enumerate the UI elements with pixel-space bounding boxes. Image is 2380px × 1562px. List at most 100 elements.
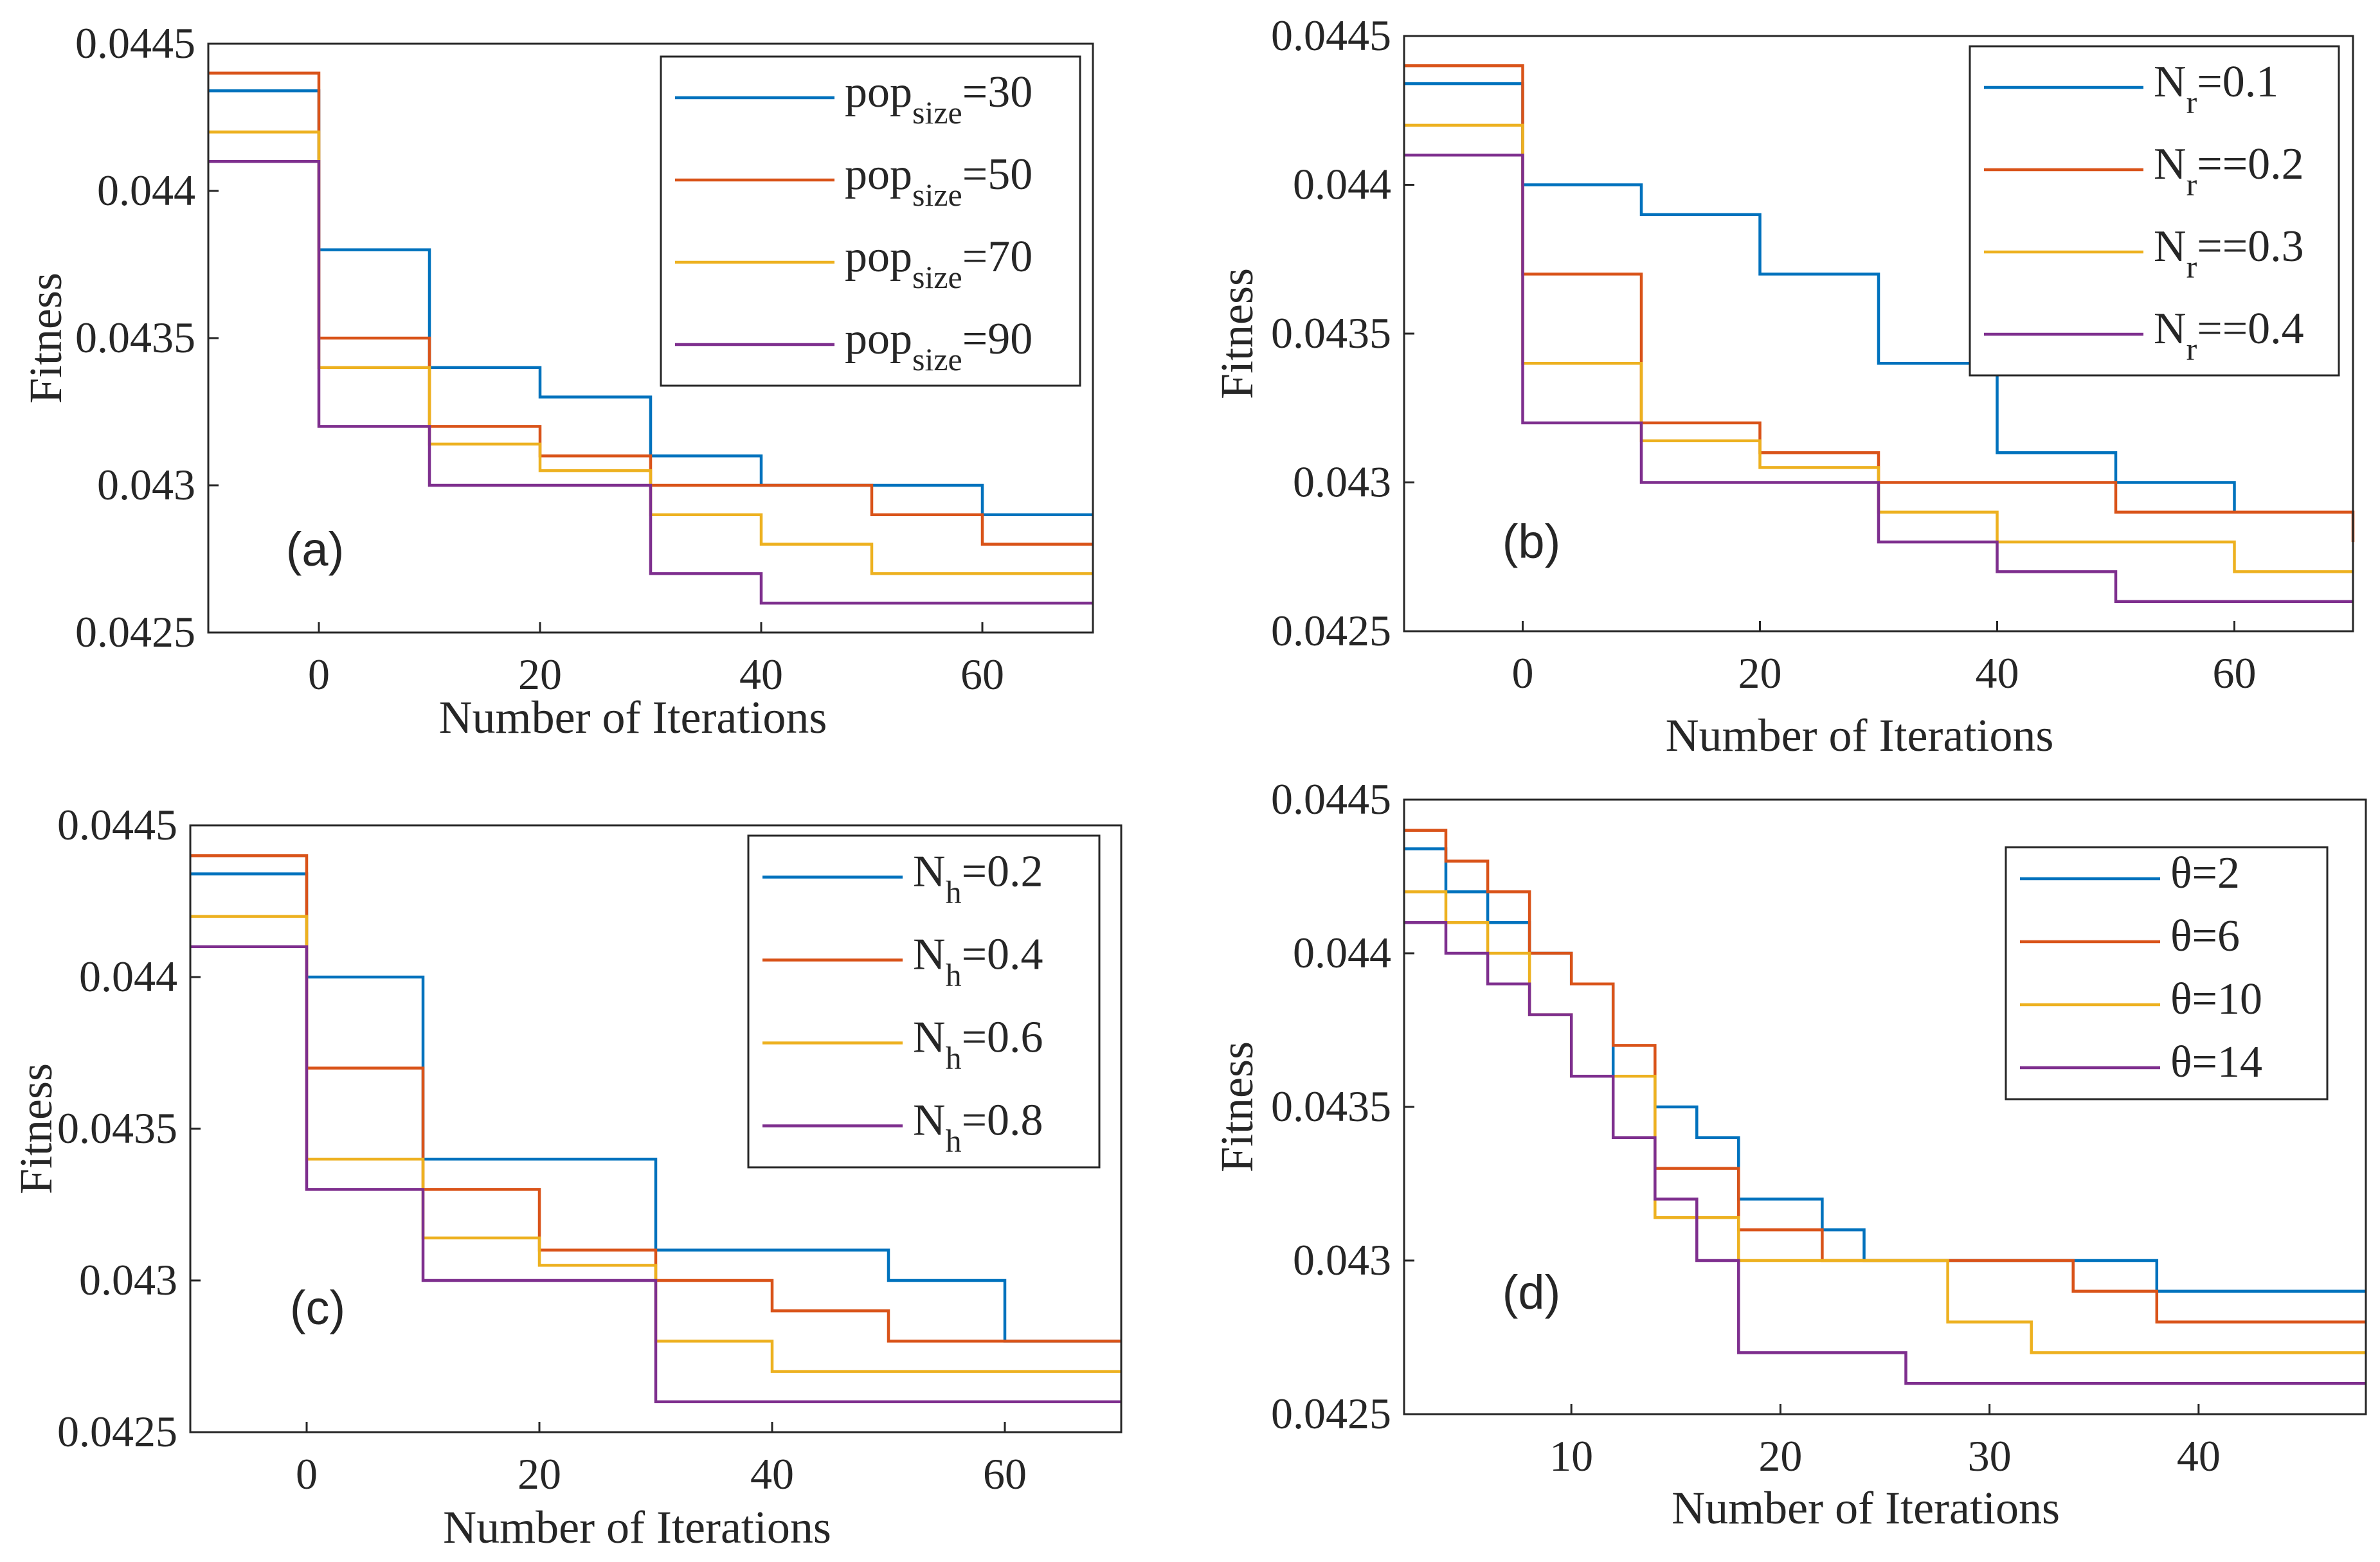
- x-tick-label: 40: [2177, 1432, 2221, 1480]
- x-tick-label: 20: [518, 650, 562, 699]
- x-tick-label: 10: [1549, 1432, 1593, 1480]
- x-axis-label: Number of Iterations: [439, 692, 827, 743]
- legend-label-base: N: [913, 1096, 946, 1145]
- legend-label-value: ==0.2: [2197, 139, 2303, 189]
- y-tick-label: 0.0435: [1271, 1082, 1391, 1131]
- series-line-2: [1404, 829, 2366, 1324]
- y-tick-label: 0.044: [97, 166, 195, 215]
- legend-label-subscript: size: [912, 94, 962, 130]
- legend-label-subscript: h: [946, 1123, 962, 1159]
- y-tick-label: 0.0425: [1271, 1389, 1391, 1438]
- y-tick-label: 0.043: [79, 1255, 177, 1304]
- x-tick-label: 0: [1512, 649, 1534, 697]
- x-tick-label: 20: [1758, 1432, 1802, 1480]
- series-line-3: [208, 130, 1093, 575]
- series-line-3: [1404, 890, 2366, 1354]
- legend-label-1: Nr=0.1: [2154, 57, 2278, 120]
- legend-label-base: N: [2154, 304, 2186, 354]
- y-tick-label: 0.0425: [75, 607, 195, 656]
- y-tick-label: 0.044: [1293, 928, 1391, 977]
- y-tick-label: 0.044: [79, 952, 177, 1001]
- x-tick-label: 30: [1968, 1432, 2012, 1480]
- y-tick-label: 0.043: [97, 460, 195, 509]
- legend-label-4: Nr==0.4: [2154, 304, 2304, 367]
- legend-label-base: pop: [845, 67, 912, 117]
- panel-letter: (a): [286, 523, 344, 576]
- legend-label-subscript: r: [2186, 249, 2197, 285]
- legend-label-3: Nh=0.6: [913, 1013, 1043, 1076]
- y-axis-label: Fitness: [1211, 268, 1263, 399]
- legend-label-value: =50: [962, 150, 1032, 199]
- legend-label-value: =0.2: [962, 847, 1043, 897]
- legend-box: [2005, 846, 2329, 1100]
- legend-label-3: popsize=70: [845, 232, 1032, 295]
- y-tick-label: 0.0445: [1271, 775, 1391, 823]
- legend-box: [747, 834, 1101, 1169]
- y-tick-label: 0.043: [1293, 458, 1391, 507]
- legend-label-2: Nh=0.4: [913, 930, 1043, 993]
- x-tick-label: 20: [1738, 649, 1782, 697]
- legend-label-base: θ=6: [2170, 911, 2240, 961]
- legend-label-subscript: size: [912, 341, 962, 377]
- legend-box: [660, 55, 1081, 387]
- y-tick-label: 0.0425: [1271, 606, 1391, 655]
- legend-label-value: =70: [962, 232, 1032, 282]
- legend-label-3: θ=10: [2170, 974, 2262, 1024]
- legend-label-subscript: size: [912, 259, 962, 295]
- y-tick-label: 0.0445: [1271, 11, 1391, 60]
- legend-label-base: θ=10: [2170, 974, 2262, 1024]
- legend-label-value: =0.1: [2197, 57, 2278, 107]
- x-axis-label: Number of Iterations: [1666, 710, 2054, 761]
- panel-c: 0.0425 0.043 0.0435 0.044 0.0445 0 20 40 60 Numbe…: [10, 800, 1122, 1553]
- legend-label-1: Nh=0.2: [913, 847, 1043, 910]
- panel-letter: (b): [1502, 515, 1560, 568]
- legend-label-value: =0.4: [962, 930, 1043, 980]
- x-tick-label: 40: [739, 650, 783, 699]
- series-line-4: [1404, 153, 2353, 603]
- legend-label-subscript: r: [2186, 166, 2197, 202]
- legend-label-base: N: [913, 847, 946, 897]
- series-line-4: [1404, 920, 2366, 1385]
- legend-label-base: θ=14: [2170, 1037, 2262, 1087]
- x-axis-label: Number of Iterations: [1672, 1482, 2060, 1534]
- y-tick-label: 0.0445: [57, 800, 177, 849]
- legend-label-4: Nh=0.8: [913, 1096, 1043, 1159]
- x-axis-label: Number of Iterations: [443, 1502, 831, 1553]
- series-line-1: [208, 89, 1093, 517]
- legend-label-base: N: [913, 1013, 946, 1063]
- legend-label-value: =0.8: [962, 1096, 1043, 1145]
- series-line-2: [208, 71, 1093, 546]
- y-tick-label: 0.043: [1293, 1235, 1391, 1284]
- legend-label-1: popsize=30: [845, 67, 1032, 130]
- legend-label-subscript: size: [912, 177, 962, 213]
- legend-label-base: pop: [845, 232, 912, 282]
- legend-label-subscript: h: [946, 874, 962, 910]
- panel-letter: (d): [1502, 1266, 1560, 1319]
- legend-label-value: =30: [962, 67, 1032, 117]
- panel-b: 0.0425 0.043 0.0435 0.044 0.0445 0 20 40 60 Numbe…: [1211, 11, 2355, 761]
- legend-label-subscript: h: [946, 1040, 962, 1076]
- series-line-2: [1404, 64, 2355, 543]
- x-tick-label: 20: [518, 1450, 561, 1498]
- panel-letter: (c): [290, 1281, 345, 1334]
- x-tick-label: 60: [2213, 649, 2257, 697]
- y-tick-label: 0.044: [1293, 160, 1391, 209]
- legend-label-base: pop: [845, 314, 912, 364]
- legend-label-base: N: [913, 930, 946, 980]
- x-tick-label: 0: [296, 1450, 318, 1498]
- legend-label-base: N: [2154, 139, 2186, 189]
- legend-label-base: N: [2154, 222, 2186, 271]
- legend-box: [1969, 45, 2340, 377]
- legend-label-subscript: r: [2186, 331, 2197, 367]
- y-axis-label: Fitness: [1211, 1041, 1263, 1172]
- y-tick-label: 0.0435: [75, 313, 195, 362]
- series-line-3: [190, 915, 1121, 1373]
- x-tick-label: 40: [1976, 649, 2019, 697]
- legend-label-value: ==0.3: [2197, 222, 2303, 271]
- x-tick-label: 0: [308, 650, 330, 699]
- legend-label-subscript: h: [946, 957, 962, 993]
- x-tick-label: 60: [960, 650, 1004, 699]
- legend-label-base: N: [2154, 57, 2186, 107]
- series-line-1: [1404, 82, 2353, 514]
